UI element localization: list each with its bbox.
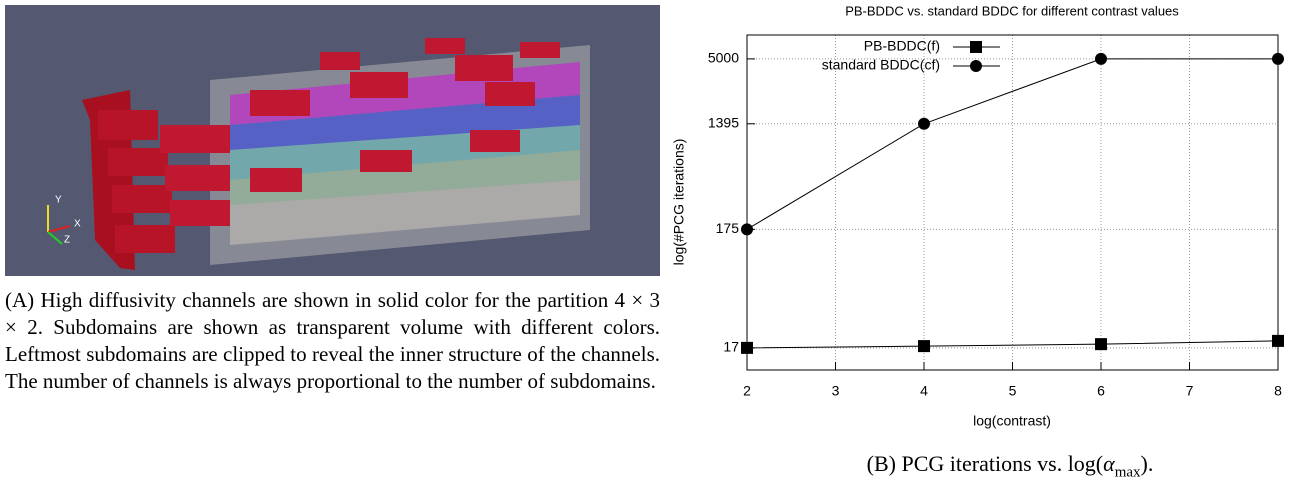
data-point: [1272, 52, 1284, 65]
series-line: [746, 58, 1278, 230]
x-tick-label: 5: [1009, 383, 1017, 399]
render-image: [5, 5, 660, 276]
caption-symbol: α: [1103, 451, 1115, 476]
legend-marker: [970, 41, 982, 53]
caption-label: (B): [866, 451, 896, 476]
x-tick-label: 4: [920, 383, 928, 399]
data-point: [918, 340, 930, 353]
caption-text: PCG iterations vs. log(: [901, 451, 1104, 476]
data-point: [918, 117, 930, 130]
legend-label: standard BDDC(cf): [822, 57, 940, 73]
axis-label: Z: [64, 235, 70, 246]
caption-label: (A): [5, 288, 35, 312]
plot-frame: [746, 34, 1279, 371]
x-tick-label: 7: [1186, 383, 1194, 399]
caption-subscript: max: [1114, 464, 1141, 481]
data-point: [1272, 334, 1284, 347]
x-tick-label: 8: [1274, 383, 1282, 399]
data-point: [1095, 338, 1107, 351]
y-tick-label: 175: [716, 220, 740, 236]
y-tick-label: 17: [723, 339, 739, 355]
y-axis-label: log(#PCG iterations): [671, 139, 687, 266]
caption-text: High diffusivity channels are shown in s…: [5, 288, 660, 393]
caption-a: (A) High diffusivity channels are shown …: [5, 287, 660, 395]
caption-text: ).: [1140, 451, 1154, 476]
data-point: [1095, 52, 1107, 65]
legend-label: PB-BDDC(f): [864, 38, 940, 54]
x-tick-label: 3: [832, 383, 840, 399]
axis-label: Y: [55, 195, 62, 206]
data-point: [741, 223, 753, 236]
caption-b: (B) PCG iterations vs. log(αmax).: [760, 450, 1260, 481]
axis-label: X: [74, 219, 81, 230]
x-tick-label: 2: [743, 383, 751, 399]
chart-title: PB-BDDC vs. standard BDDC for different …: [845, 3, 1179, 18]
x-axis-label: log(contrast): [973, 413, 1051, 429]
x-tick-label: 6: [1097, 383, 1105, 399]
series-line: [746, 340, 1279, 349]
legend-marker: [970, 60, 982, 72]
data-point: [741, 341, 753, 354]
y-tick-label: 1395: [708, 114, 739, 130]
y-tick-label: 5000: [708, 50, 739, 66]
